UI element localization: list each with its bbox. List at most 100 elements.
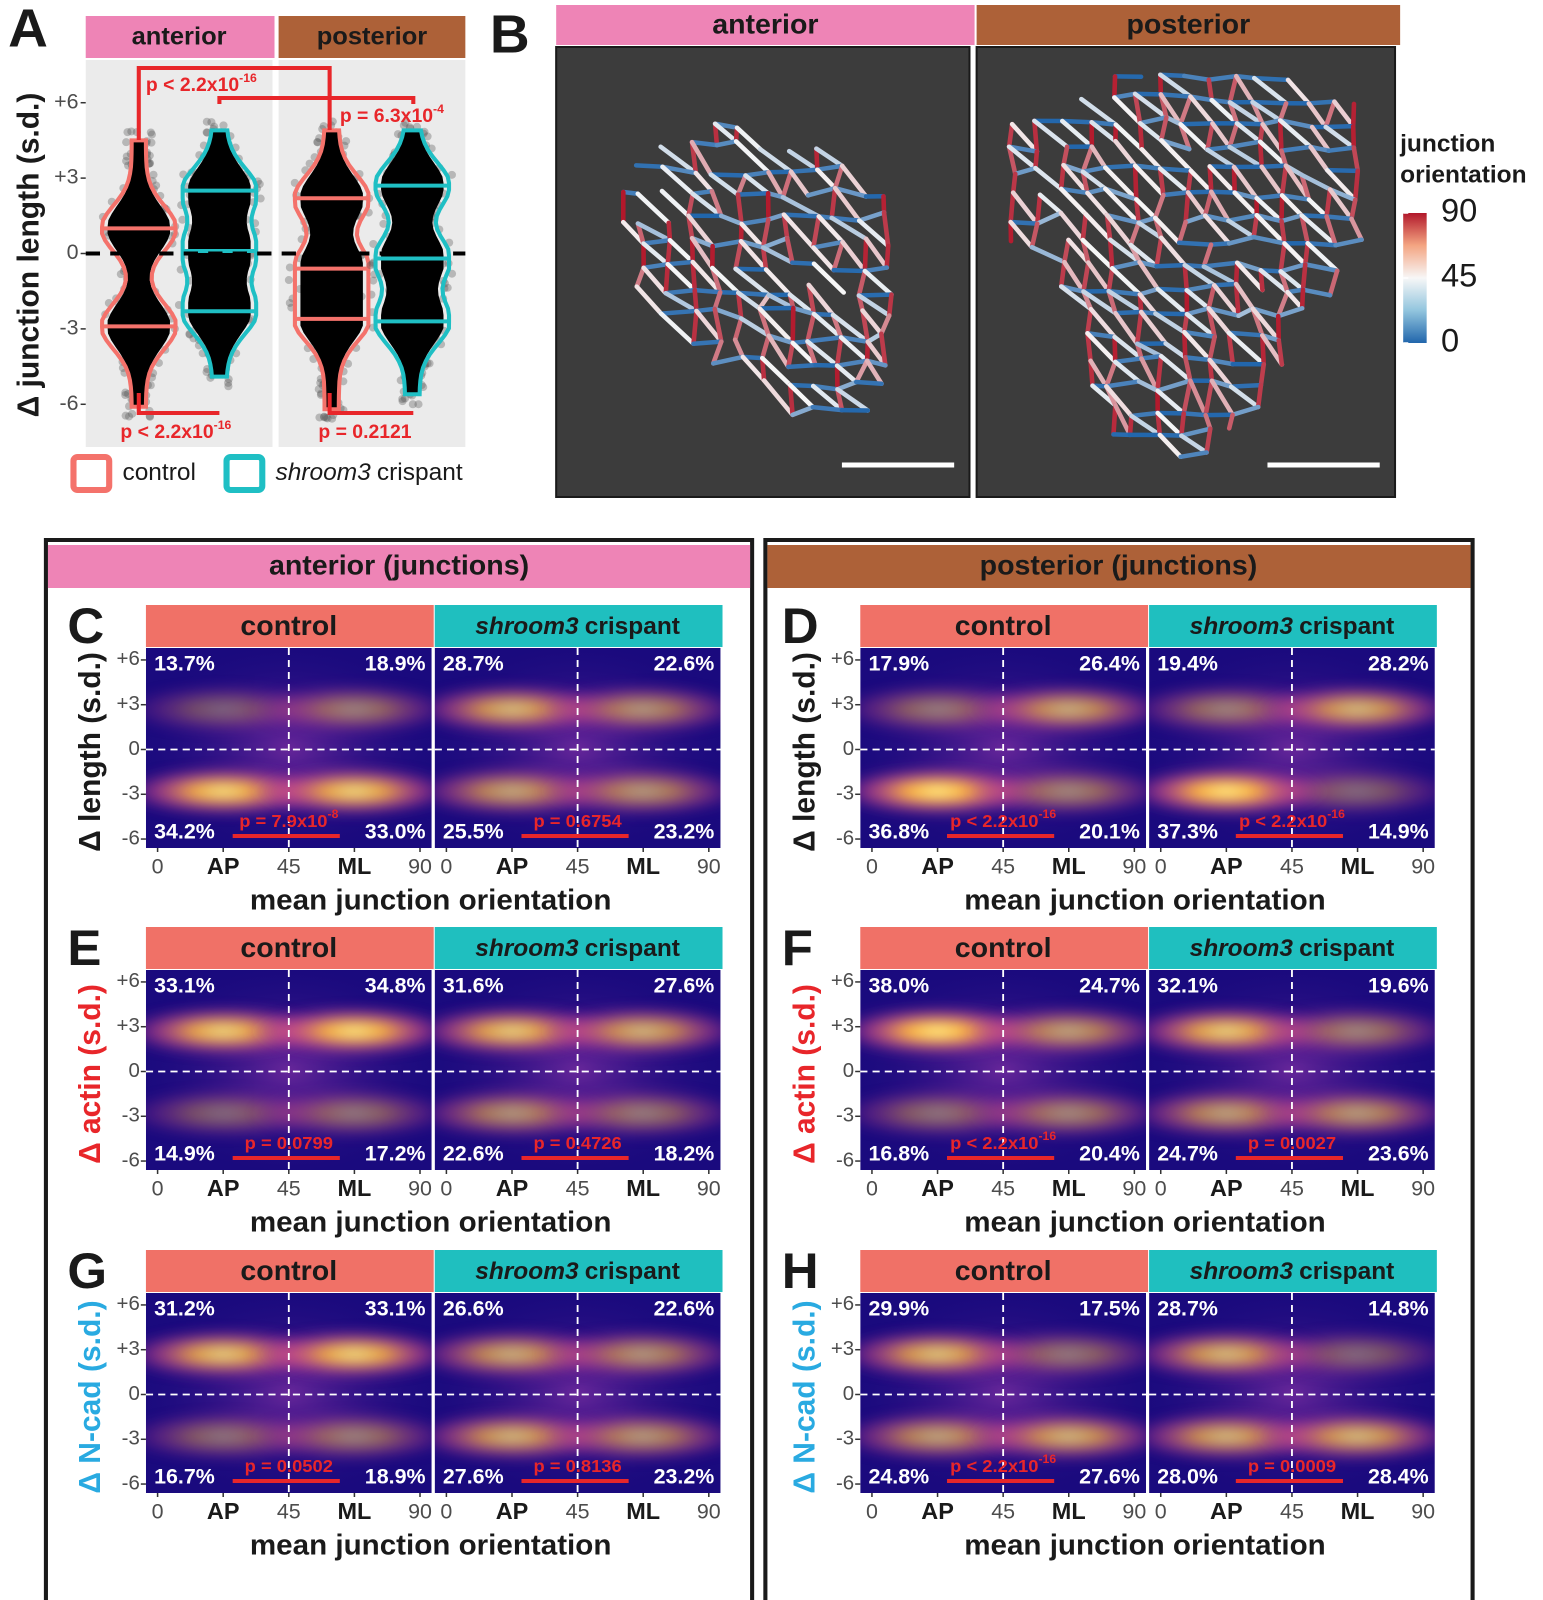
jitter-point xyxy=(122,138,130,146)
x-tick-label: AP xyxy=(496,853,529,879)
facet-title-part: crispant xyxy=(585,1259,680,1286)
junction xyxy=(1262,166,1286,167)
junction xyxy=(1135,166,1136,200)
quadrant-label: 27.6% xyxy=(1079,1466,1140,1489)
quadrant-label: 19.6% xyxy=(1368,975,1429,998)
quadrant-label: 16.8% xyxy=(868,1143,929,1166)
p-value: p = 0.0799 xyxy=(245,1133,333,1153)
density-band xyxy=(247,1005,461,1057)
y-tick-label: +3 xyxy=(831,1015,854,1037)
quadrant-label: 26.6% xyxy=(443,1298,504,1321)
facet-title: shroom3crispant xyxy=(475,1259,680,1286)
jitter-point xyxy=(219,121,227,129)
x-tick-label: AP xyxy=(921,853,954,879)
p-value: p = 7.9x10-8 xyxy=(239,807,338,830)
junction xyxy=(1179,243,1211,245)
junction xyxy=(1261,364,1264,385)
junction xyxy=(1013,174,1015,193)
quadrant-label: 18.9% xyxy=(365,1466,426,1489)
p-value-part: -16 xyxy=(1038,807,1056,821)
quadrant-label: 17.5% xyxy=(1079,1298,1140,1321)
quadrant-label: 13.7% xyxy=(154,653,215,676)
density-band xyxy=(536,1410,750,1462)
density-band xyxy=(247,1087,461,1139)
quadrant-label: 20.4% xyxy=(1079,1143,1140,1166)
density-band xyxy=(1250,1410,1464,1462)
facet-title-part: crispant xyxy=(585,614,680,641)
density-band xyxy=(247,765,461,817)
facet-title-part: crispant xyxy=(1299,614,1394,641)
x-axis-label: mean junction orientation xyxy=(250,884,612,917)
density-band xyxy=(1250,1005,1464,1057)
junction xyxy=(889,295,891,316)
junction xyxy=(1181,123,1213,124)
x-tick-label: 90 xyxy=(408,856,432,879)
x-tick-label: 0 xyxy=(1155,1178,1167,1201)
density-band xyxy=(536,765,750,817)
junction xyxy=(1214,284,1236,285)
y-tick-label: +6 xyxy=(831,970,854,992)
p-value-part: p < 2.2x10 xyxy=(120,422,213,443)
y-axis-label: Δ length (s.d.) xyxy=(788,652,821,852)
y-tick-label: 0 xyxy=(843,1383,854,1405)
facet-title-part: shroom3 xyxy=(475,614,579,641)
junction xyxy=(859,295,892,296)
p-value: p = 0.0009 xyxy=(1248,1456,1336,1476)
junction xyxy=(1209,80,1212,100)
facet-title-part: control xyxy=(955,610,1052,642)
p-value-part: -16 xyxy=(1327,807,1345,821)
quadrant-label: 27.6% xyxy=(654,975,715,998)
panel-label: C xyxy=(67,598,104,654)
x-tick-label: 45 xyxy=(277,856,301,879)
y-tick-label: +6 xyxy=(54,90,78,113)
p-value-part: p < 2.2x10 xyxy=(950,1133,1038,1153)
junction xyxy=(1353,104,1354,126)
junction xyxy=(661,311,696,314)
junction xyxy=(1161,94,1191,96)
x-tick-label: ML xyxy=(1052,853,1086,879)
junction xyxy=(1115,337,1116,362)
p-value-part: p = 0.8136 xyxy=(533,1456,621,1476)
y-tick-label: 0 xyxy=(128,1060,139,1082)
y-tick-label: -6 xyxy=(122,1473,140,1495)
junction xyxy=(788,365,815,367)
x-tick-label: 90 xyxy=(1411,1501,1435,1524)
junction xyxy=(1327,217,1352,219)
y-tick-label: 0 xyxy=(843,738,854,760)
facet-title: shroom3crispant xyxy=(1190,936,1395,963)
y-tick-label: -6 xyxy=(836,1473,854,1495)
junction xyxy=(1278,316,1279,340)
quadrant-label: 38.0% xyxy=(868,975,929,998)
quadrant-label: 22.6% xyxy=(443,1143,504,1166)
junction xyxy=(1236,263,1237,284)
p-value: p = 0.4726 xyxy=(533,1133,621,1153)
jitter-point xyxy=(320,413,328,421)
p-value-part: p < 2.2x10 xyxy=(1239,811,1327,831)
y-tick-label: 0 xyxy=(843,1060,854,1082)
y-tick-label: -6 xyxy=(122,1150,140,1172)
p-value-part: p = 7.9x10 xyxy=(239,811,327,831)
x-axis-label: mean junction orientation xyxy=(964,1206,1326,1239)
colorbar-title: orientation xyxy=(1400,162,1526,189)
density-band xyxy=(962,1087,1176,1139)
x-tick-label: 0 xyxy=(866,1501,878,1524)
junction xyxy=(1011,193,1014,222)
facet-title: control xyxy=(240,1255,337,1287)
junction xyxy=(696,309,714,311)
y-tick-label: +3 xyxy=(117,1015,140,1037)
junction xyxy=(1211,243,1229,244)
junction xyxy=(1282,195,1283,221)
quadrant-label: 29.9% xyxy=(868,1298,929,1321)
quadrant-label: 14.9% xyxy=(1368,821,1429,844)
p-value-part: p = 0.4726 xyxy=(533,1133,621,1153)
junction xyxy=(1211,192,1234,193)
junction xyxy=(666,264,668,293)
y-axis-label: Δ N-cad (s.d.) xyxy=(74,1300,107,1493)
quadrant-label: 20.1% xyxy=(1079,821,1140,844)
quadrant-label: 23.2% xyxy=(654,1466,715,1489)
y-tick-label: +3 xyxy=(117,693,140,715)
junction xyxy=(769,172,792,173)
quadrant-label: 28.7% xyxy=(443,653,504,676)
junction xyxy=(1157,265,1185,266)
x-tick-label: AP xyxy=(496,1498,529,1524)
